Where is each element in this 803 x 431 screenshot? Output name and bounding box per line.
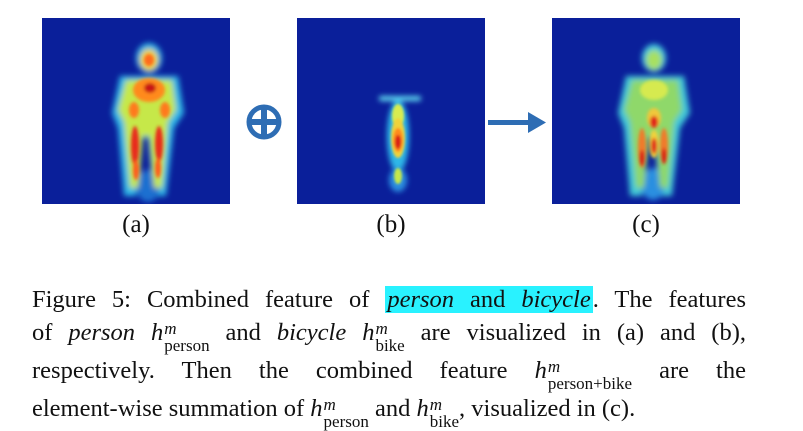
math-h-bike: h	[362, 319, 375, 346]
heatmap-panel-a	[42, 18, 230, 204]
person-heatmap	[42, 18, 230, 204]
heatmap-panel-b	[297, 18, 485, 204]
highlighted-phrase: person and bicycle	[385, 286, 593, 313]
heatmap-panel-c	[552, 18, 740, 204]
caption-line-1: Figure 5: Combined feature of person and…	[32, 286, 746, 313]
sublabel-b: (b)	[376, 211, 406, 238]
math-h-person-2: h	[310, 395, 323, 423]
caption-line-3: respectively. Then the combined feature …	[32, 357, 746, 394]
sublabel-a: (a)	[122, 211, 150, 238]
sublabel-c: (c)	[632, 211, 660, 238]
caption-line-2: of person h m person and bicycle h m bike ar…	[32, 319, 746, 356]
right-arrow-icon	[488, 112, 546, 133]
math-h-person: h	[151, 319, 164, 346]
math-h-person-bike: h	[534, 357, 547, 385]
combined-heatmap	[552, 18, 740, 204]
plus-circle-icon	[246, 104, 282, 140]
caption-line-4: element-wise summation of h m person and h…	[32, 395, 636, 431]
figure-label: Figure 5:	[32, 286, 131, 313]
figure-caption: Figure 5: Combined feature of person and…	[32, 283, 746, 430]
bicycle-heatmap	[297, 18, 485, 204]
math-h-bike-2: h	[416, 395, 429, 423]
